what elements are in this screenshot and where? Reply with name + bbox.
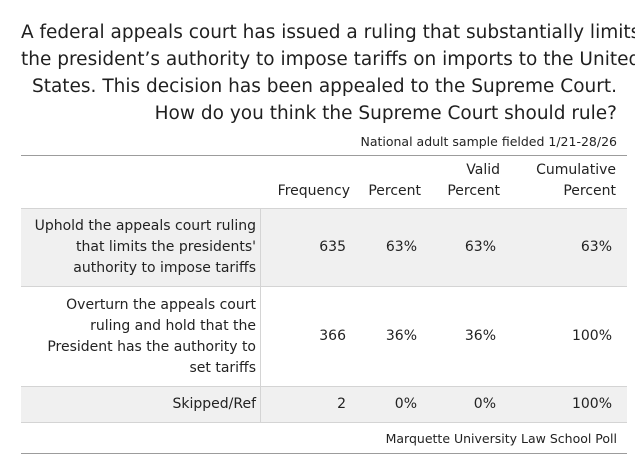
row-label-line: set tariffs: [189, 359, 257, 376]
header-frequency: Frequency: [277, 183, 350, 199]
header-valid-percent-line: Percent: [447, 183, 500, 199]
header-cumulative-line: Percent: [563, 183, 616, 199]
table-row: Uphold the appeals court ruling that lim…: [21, 208, 627, 286]
row-label-line: that limits the presidents': [76, 239, 256, 255]
question-text: A federal appeals court has issued a rul…: [21, 0, 635, 127]
question-line: How do you think the Supreme Court shoul…: [154, 103, 617, 124]
row-label-line: Uphold the appeals court ruling: [34, 218, 256, 234]
header-valid-percent: Valid Percent: [423, 160, 503, 202]
table-row: Skipped/Ref 2 0% 0% 100%: [21, 386, 627, 423]
top-divider: [21, 155, 627, 156]
cell-frequency: 635: [319, 239, 346, 255]
cell-valid-percent: 63%: [464, 239, 496, 255]
question-line: A federal appeals court has issued a rul…: [21, 22, 635, 43]
row-label-line: authority to impose tariffs: [73, 260, 256, 276]
cell-percent: 36%: [385, 328, 417, 344]
table-row: Overturn the appeals court ruling and ho…: [21, 286, 627, 386]
bottom-divider: [21, 453, 627, 454]
cell-cumulative-percent: 100%: [571, 328, 612, 344]
row-label-line: President has the authority to: [47, 338, 256, 355]
cell-percent: 63%: [385, 239, 417, 255]
row-label: Uphold the appeals court ruling that lim…: [21, 209, 261, 286]
cell-valid-percent: 0%: [473, 396, 496, 412]
cell-frequency: 2: [337, 396, 346, 412]
poll-table: A federal appeals court has issued a rul…: [21, 0, 635, 454]
cell-percent: 0%: [394, 396, 417, 412]
header-percent: Percent: [368, 183, 421, 199]
cell-cumulative-percent: 63%: [580, 239, 612, 255]
row-label-line: Overturn the appeals court: [66, 296, 256, 313]
cell-frequency: 366: [319, 328, 346, 344]
question-line: States. This decision has been appealed …: [31, 76, 617, 97]
header-valid-percent-line: Valid: [466, 162, 500, 178]
row-label-line: ruling and hold that the: [90, 317, 256, 334]
row-label-line: Skipped/Ref: [172, 396, 256, 412]
row-label: Skipped/Ref: [21, 387, 261, 422]
cell-valid-percent: 36%: [464, 328, 496, 344]
sample-note: National adult sample fielded 1/21-28/26: [360, 134, 617, 149]
header-cumulative-percent: Cumulative Percent: [503, 160, 627, 202]
question-line: the president’s authority to impose tari…: [21, 49, 635, 70]
header-cumulative-line: Cumulative: [536, 162, 616, 178]
source-note: Marquette University Law School Poll: [385, 431, 617, 446]
table-header: Frequency Percent Valid Percent Cumulati…: [21, 156, 627, 208]
cell-cumulative-percent: 100%: [571, 396, 612, 412]
row-label: Overturn the appeals court ruling and ho…: [21, 287, 261, 386]
